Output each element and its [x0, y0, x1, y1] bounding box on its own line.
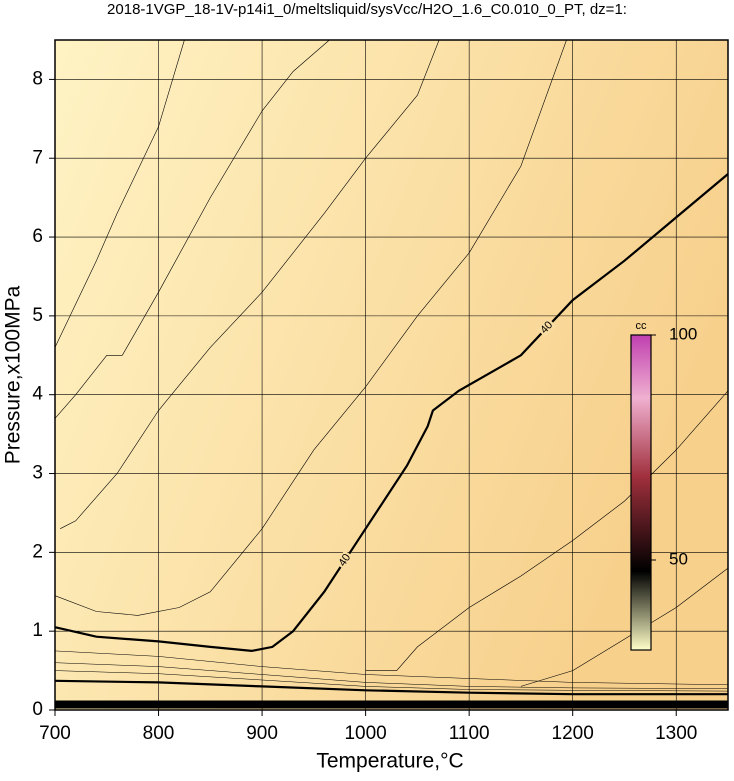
contour-label-group: 40 — [335, 550, 355, 571]
y-tick-label: 2 — [32, 541, 43, 562]
contour-line — [54, 679, 728, 696]
colorbar-label: cc — [636, 320, 648, 332]
plot-background — [55, 40, 728, 710]
y-tick-label: 8 — [32, 68, 43, 89]
y-tick-label: 7 — [32, 147, 43, 168]
chart-title: 2018-1VGP_18-1V-p14i1_0/meltsliquid/sysV… — [107, 1, 627, 18]
x-tick-label: 700 — [39, 723, 71, 744]
contour-label-bg — [335, 550, 355, 571]
contour-line — [54, 670, 729, 692]
x-tick-label: 900 — [246, 723, 278, 744]
y-tick-label: 6 — [32, 226, 43, 247]
colorbar — [630, 334, 652, 651]
contour-line — [54, 39, 567, 616]
y-tick-label: 1 — [32, 620, 43, 641]
colorbar-tick-label: 100 — [669, 324, 697, 343]
x-axis-label: Temperature,°C — [316, 750, 463, 773]
y-tick-label: 5 — [32, 305, 43, 326]
x-tick-label: 1000 — [344, 723, 386, 744]
x-tick-label: 800 — [143, 723, 175, 744]
x-tick-label: 1100 — [449, 723, 490, 744]
y-tick-label: 0 — [32, 699, 43, 720]
y-tick-label: 3 — [32, 463, 43, 484]
contour-label-bg — [536, 317, 557, 338]
contour-label: 40 — [336, 552, 353, 569]
contour-line — [54, 173, 729, 653]
contour-line — [365, 390, 729, 671]
contour-line — [54, 39, 185, 348]
contour-line — [54, 39, 330, 419]
colorbar-tick-label: 50 — [669, 549, 688, 568]
plot-frame — [54, 39, 729, 711]
contour-line — [520, 567, 729, 687]
x-tick-label: 1200 — [552, 723, 594, 744]
contour-line — [54, 650, 729, 686]
contour-label-group: 40 — [536, 317, 557, 338]
x-tick-label: 1300 — [655, 723, 697, 744]
contour-line — [54, 662, 729, 689]
contour-line — [60, 39, 440, 529]
y-axis-label: Pressure,x100MPa — [2, 285, 25, 464]
y-tick-label: 4 — [32, 384, 43, 405]
